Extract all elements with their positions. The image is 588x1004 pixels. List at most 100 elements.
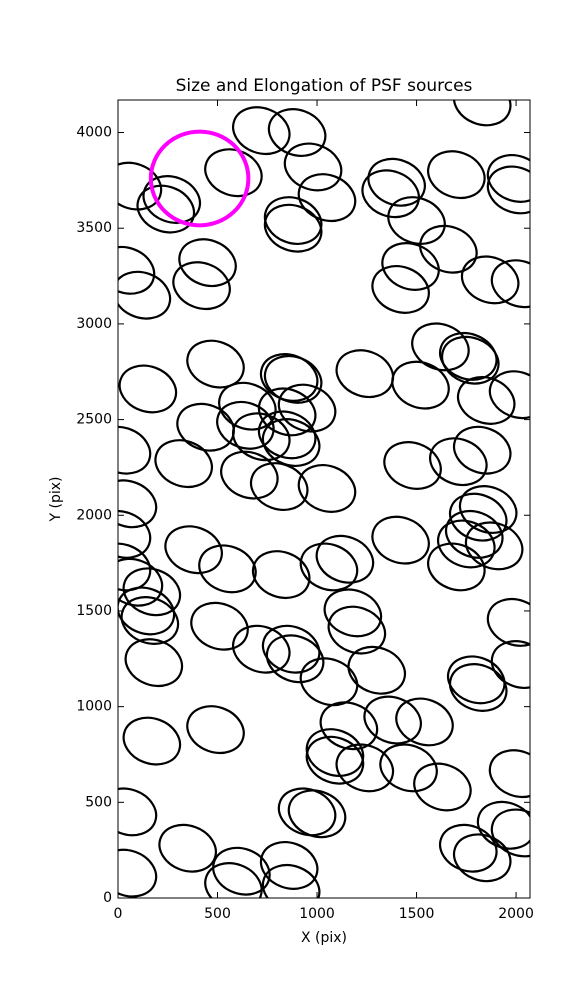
x-tick-label: 0 bbox=[114, 906, 123, 922]
psf-ellipse bbox=[441, 335, 500, 385]
psf-ellipse bbox=[427, 150, 486, 200]
psf-ellipse bbox=[261, 864, 321, 898]
psf-ellipse bbox=[176, 402, 235, 452]
psf-ellipse bbox=[283, 142, 343, 192]
psf-ellipse bbox=[361, 169, 420, 219]
psf-ellipse bbox=[437, 519, 496, 569]
psf-ellipse bbox=[299, 542, 359, 592]
psf-ellipse bbox=[488, 749, 530, 799]
psf-ellipse bbox=[429, 437, 488, 487]
psf-ellipse bbox=[218, 381, 277, 431]
psf-ellipse bbox=[460, 255, 520, 305]
psf-ellipse bbox=[220, 450, 279, 500]
psf-ellipse bbox=[323, 588, 383, 638]
psf-ellipse bbox=[371, 515, 430, 565]
psf-ellipse bbox=[490, 640, 530, 689]
y-tick-label: 4000 bbox=[76, 125, 112, 141]
psf-ellipse bbox=[124, 638, 184, 688]
psf-ellipse bbox=[118, 542, 152, 592]
psf-ellipse bbox=[391, 360, 450, 410]
psf-ellipse bbox=[452, 833, 512, 883]
psf-ellipse bbox=[118, 364, 178, 414]
y-tick-label: 1000 bbox=[76, 699, 112, 715]
y-axis-label: Y (pix) bbox=[48, 477, 64, 523]
plot-area bbox=[118, 100, 530, 898]
psf-ellipse bbox=[122, 567, 182, 617]
psf-ellipse bbox=[439, 332, 498, 381]
psf-ellipse bbox=[387, 196, 446, 245]
psf-ellipse bbox=[204, 862, 263, 898]
y-tick-label: 3000 bbox=[76, 316, 112, 332]
x-axis-label: X (pix) bbox=[301, 930, 347, 946]
chart-title: Size and Elongation of PSF sources bbox=[176, 76, 473, 96]
y-tick-label: 0 bbox=[103, 890, 112, 906]
psf-ellipse bbox=[452, 100, 512, 127]
psf-ellipse bbox=[486, 165, 530, 215]
psf-ellipse bbox=[118, 586, 176, 636]
x-tick-label: 1000 bbox=[299, 906, 335, 922]
psf-ellipse bbox=[263, 203, 323, 253]
psf-ellipse bbox=[347, 645, 407, 695]
psf-ellipse bbox=[172, 261, 231, 311]
y-tick-label: 3500 bbox=[76, 220, 112, 236]
psf-ellipse bbox=[458, 485, 518, 534]
psf-ellipse bbox=[118, 425, 152, 475]
psf-ellipse bbox=[257, 387, 317, 437]
psf-ellipse bbox=[186, 339, 245, 389]
x-tick-label: 2000 bbox=[498, 906, 534, 922]
psf-ellipse bbox=[488, 370, 530, 420]
psf-ellipse bbox=[232, 106, 291, 156]
psf-ellipse bbox=[379, 743, 438, 793]
psf-ellipse bbox=[118, 509, 152, 559]
psf-ellipse bbox=[251, 550, 311, 600]
psf-ellipse bbox=[464, 521, 524, 571]
psf-ellipse bbox=[367, 157, 426, 207]
axes-frame bbox=[117, 99, 531, 899]
psf-ellipse bbox=[327, 605, 387, 655]
psf-ellipse bbox=[178, 238, 237, 288]
psf-ellipse bbox=[381, 242, 440, 291]
psf-ellipse bbox=[486, 598, 530, 647]
psf-ellipse bbox=[249, 462, 309, 511]
psf-ellipse bbox=[232, 624, 291, 674]
highlight-circle bbox=[148, 129, 251, 228]
psf-ellipse bbox=[118, 479, 158, 529]
psf-ellipse bbox=[315, 534, 375, 584]
psf-ellipse bbox=[427, 542, 486, 592]
psf-ellipse bbox=[190, 601, 249, 651]
psf-ellipse bbox=[118, 848, 158, 898]
psf-ellipse bbox=[164, 525, 223, 575]
psf-ellipse bbox=[490, 259, 530, 309]
psf-ellipse bbox=[154, 439, 213, 489]
psf-ellipse bbox=[136, 184, 196, 234]
psf-ellipse bbox=[118, 161, 163, 211]
psf-ellipse bbox=[186, 705, 245, 755]
psf-ellipse bbox=[299, 657, 359, 707]
psf-ellipse bbox=[335, 743, 395, 793]
y-tick-label: 2500 bbox=[76, 412, 112, 428]
y-tick-label: 500 bbox=[85, 794, 112, 810]
psf-ellipse bbox=[363, 695, 422, 745]
psf-ellipse bbox=[486, 154, 530, 203]
psf-ellipse bbox=[118, 787, 158, 837]
psf-ellipse bbox=[297, 173, 357, 223]
x-tick-label: 1500 bbox=[399, 906, 435, 922]
psf-ellipse bbox=[371, 265, 430, 314]
y-tick-label: 1500 bbox=[76, 603, 112, 619]
psf-ellipse bbox=[448, 663, 508, 712]
psf-ellipse bbox=[297, 464, 357, 513]
psf-ellipse bbox=[212, 846, 271, 896]
psf-ellipse bbox=[259, 841, 319, 890]
psf-ellipse bbox=[287, 789, 347, 839]
psf-ellipse bbox=[118, 270, 172, 320]
psf-ellipse bbox=[413, 762, 472, 812]
psf-ellipse bbox=[411, 322, 470, 372]
x-tick-label: 500 bbox=[204, 906, 231, 922]
psf-ellipse bbox=[446, 655, 506, 705]
psf-ellipse bbox=[265, 634, 325, 684]
psf-ellipse bbox=[305, 735, 365, 785]
psf-ellipse bbox=[395, 697, 454, 747]
psf-ellipse bbox=[267, 108, 327, 157]
